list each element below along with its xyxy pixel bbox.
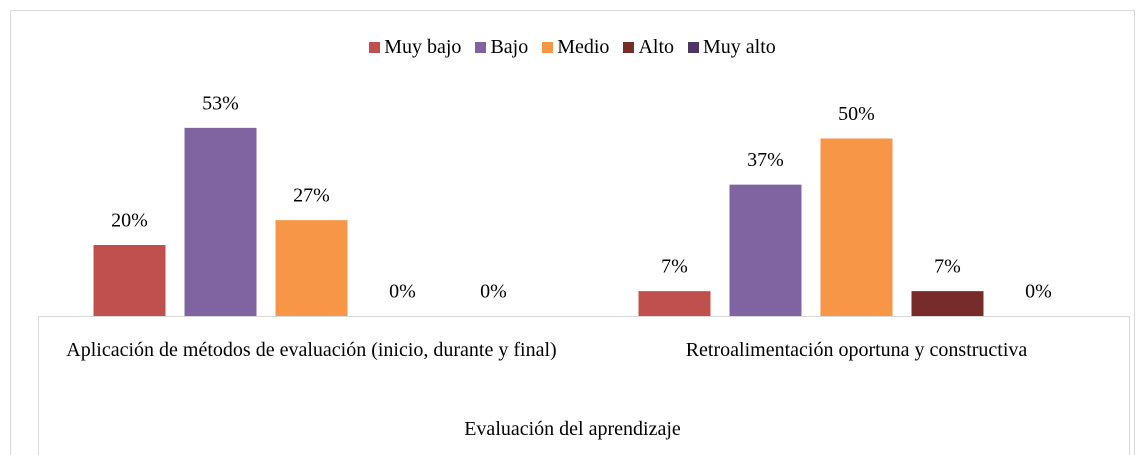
legend-item: Medio bbox=[542, 36, 609, 59]
data-label: 0% bbox=[1025, 281, 1052, 303]
legend: Muy bajo Bajo Medio Alto Muy alto bbox=[0, 36, 1145, 59]
bar bbox=[911, 291, 984, 316]
frame bbox=[10, 10, 1135, 455]
x-tick-label: Retroalimentación oportuna y constructiv… bbox=[685, 339, 1028, 361]
data-label: 7% bbox=[661, 256, 688, 278]
legend-item: Alto bbox=[623, 36, 674, 59]
x-axis-label: Evaluación del aprendizaje bbox=[464, 418, 681, 440]
legend-swatch bbox=[369, 42, 381, 53]
data-label: 7% bbox=[934, 256, 961, 278]
legend-label: Medio bbox=[557, 36, 610, 58]
legend-swatch bbox=[623, 42, 635, 53]
legend-label: Alto bbox=[638, 36, 674, 58]
legend-item: Bajo bbox=[475, 36, 528, 59]
data-label: 27% bbox=[293, 185, 330, 207]
legend-label: Muy alto bbox=[703, 36, 776, 58]
bar bbox=[820, 138, 893, 316]
legend-swatch bbox=[688, 42, 699, 53]
data-label: 37% bbox=[747, 149, 784, 171]
legend-swatch bbox=[475, 42, 487, 53]
legend-swatch bbox=[542, 42, 554, 53]
data-label: 53% bbox=[202, 92, 239, 114]
data-label: 20% bbox=[111, 210, 148, 232]
x-tick-label: Aplicación de métodos de evaluación (ini… bbox=[66, 339, 557, 361]
legend-label: Muy bajo bbox=[384, 36, 462, 58]
bar bbox=[93, 245, 166, 316]
legend-item: Muy bajo bbox=[369, 36, 461, 59]
bar bbox=[638, 291, 711, 316]
data-label: 0% bbox=[389, 281, 416, 303]
bar bbox=[729, 184, 802, 316]
data-label: 50% bbox=[838, 103, 875, 125]
legend-item: Muy alto bbox=[688, 36, 776, 59]
bar bbox=[275, 220, 348, 316]
data-label: 0% bbox=[480, 281, 507, 303]
legend-label: Bajo bbox=[490, 36, 529, 58]
bar bbox=[184, 127, 257, 316]
